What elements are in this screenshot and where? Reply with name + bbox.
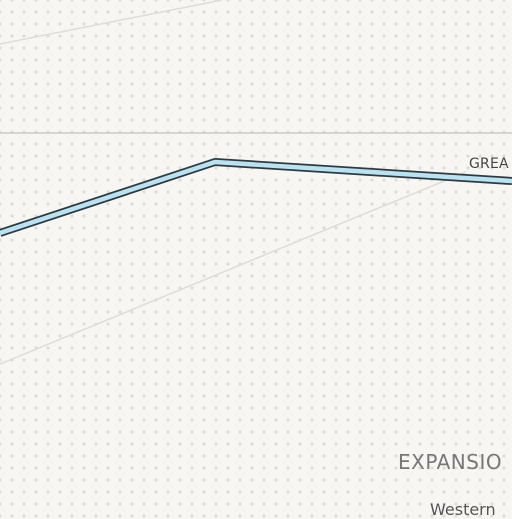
thin-line-middle [0,171,467,365]
region-label: EXPANSIO [398,450,503,474]
highway-fill [0,159,512,236]
thin-line-top [0,0,223,45]
sub-region-label: Western [430,500,496,519]
highway-casing[interactable] [0,158,512,237]
road-label: GREA [469,156,509,172]
